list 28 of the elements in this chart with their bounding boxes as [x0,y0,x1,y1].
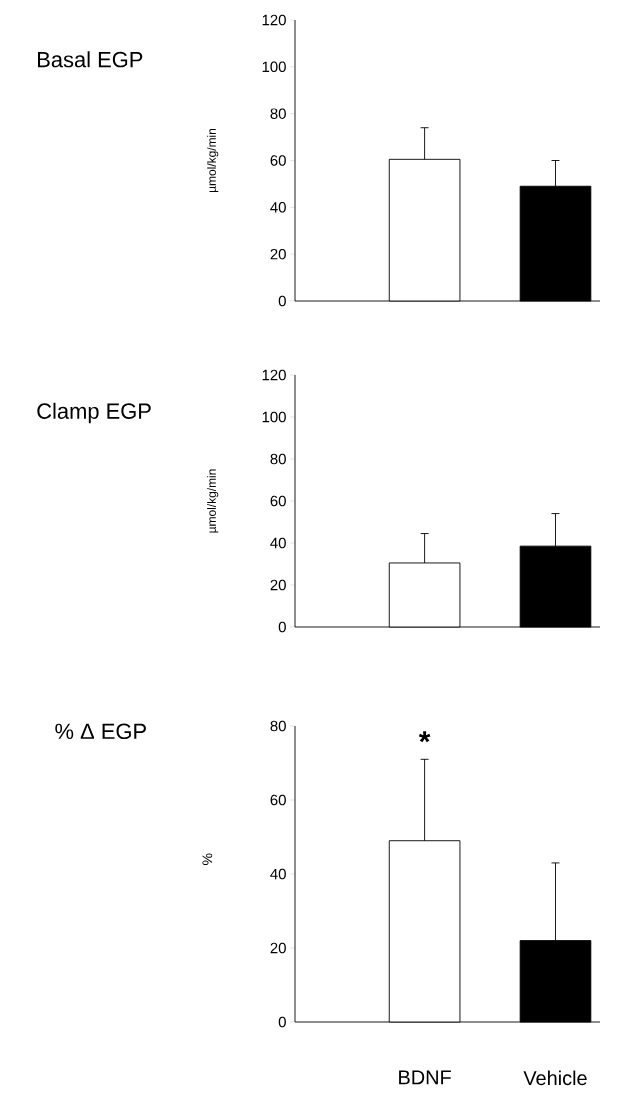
text: % Δ EGP [55,723,146,740]
annotation: * [418,731,431,743]
text: Clamp EGP [37,402,151,424]
y-axis-title: µmol/kg/min [207,469,219,533]
y-tick-label: 20 [270,579,286,591]
y-axis-title: % [202,853,213,865]
y-tick-label: 80 [270,453,286,465]
y-tick-label: 120 [262,369,286,381]
y-tick-label: 20 [270,942,286,954]
y-axis-title: µmol/kg/min [207,128,219,193]
y-tick-label: 80 [270,108,286,119]
text: Basal EGP [38,51,143,68]
y-tick-label: 40 [270,537,286,549]
y-tick-label: 120 [262,14,286,26]
y-tick-label: 100 [262,411,286,423]
x-tick-label: Vehicle [523,1070,587,1086]
y-tick-label: 0 [278,621,286,633]
y-tick-label: 40 [270,868,286,880]
y-tick-label: 80 [270,720,286,732]
y-tick-label: 20 [270,248,286,260]
y-tick-label: 40 [270,202,286,213]
x-tick-label: BDNF [399,1070,451,1085]
y-tick-label: 60 [270,794,286,806]
y-tick-label: 60 [270,495,286,507]
y-tick-label: 60 [270,155,286,166]
y-tick-label: 0 [278,295,286,307]
y-tick-label: 100 [262,61,286,73]
y-tick-label: 0 [278,1016,286,1028]
